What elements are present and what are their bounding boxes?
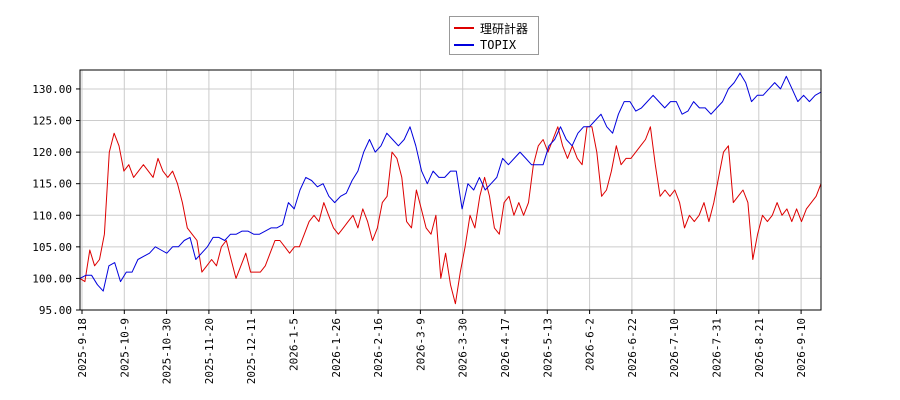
legend-item-topix: TOPIX bbox=[454, 37, 516, 53]
x-tick-label: 2025-11-20 bbox=[203, 318, 216, 384]
grid-lines bbox=[80, 70, 821, 311]
y-axis: 95.00 100.00 105.00 110.00 115.00 120.00 125.0… bbox=[32, 83, 80, 317]
legend-item-riken: 理研計器 bbox=[454, 20, 528, 36]
series-line-riken bbox=[79, 126, 822, 305]
y-tick-label: 100.00 bbox=[32, 272, 72, 285]
legend: 理研計器 TOPIX bbox=[449, 16, 539, 55]
x-tick-label: 2025-10-30 bbox=[161, 318, 174, 384]
legend-label-topix: TOPIX bbox=[480, 38, 517, 52]
y-tick-label: 125.00 bbox=[32, 115, 72, 128]
x-tick-label: 2026-1-5 bbox=[288, 318, 301, 371]
x-tick-label: 2025-9-18 bbox=[76, 318, 89, 378]
y-tick-label: 120.00 bbox=[32, 146, 72, 159]
x-tick-label: 2025-10-9 bbox=[118, 318, 131, 378]
x-tick-label: 2026-4-17 bbox=[499, 318, 512, 378]
x-tick-label: 2026-6-22 bbox=[626, 318, 639, 378]
x-tick-label: 2026-6-2 bbox=[584, 318, 597, 371]
plot-background bbox=[80, 70, 821, 310]
series-layer bbox=[79, 72, 822, 305]
y-tick-label: 105.00 bbox=[32, 241, 72, 254]
x-axis: 2025-9-18 2025-10-9 2025-10-30 2025-11-20 20… bbox=[76, 310, 808, 384]
y-tick-label: 130.00 bbox=[32, 83, 72, 96]
x-tick-label: 2026-3-30 bbox=[457, 318, 470, 378]
y-tick-label: 95.00 bbox=[39, 304, 72, 317]
y-tick-label: 115.00 bbox=[32, 178, 72, 191]
x-tick-label: 2026-1-26 bbox=[330, 318, 343, 378]
x-tick-label: 2026-8-21 bbox=[753, 318, 766, 378]
x-tick-label: 2026-9-10 bbox=[795, 318, 808, 378]
legend-swatch-riken bbox=[454, 27, 474, 29]
x-tick-label: 2026-7-31 bbox=[711, 318, 724, 378]
x-tick-label: 2026-5-13 bbox=[541, 318, 554, 378]
legend-label-riken: 理研計器 bbox=[480, 21, 529, 36]
series-line-topix bbox=[79, 72, 822, 292]
x-tick-label: 2025-12-11 bbox=[245, 318, 258, 384]
x-tick-label: 2026-3-9 bbox=[414, 318, 427, 371]
y-tick-label: 110.00 bbox=[32, 209, 72, 222]
legend-swatch-topix bbox=[454, 44, 474, 46]
x-tick-label: 2026-7-10 bbox=[668, 318, 681, 378]
x-tick-label: 2026-2-16 bbox=[372, 318, 385, 378]
plot-frame bbox=[79, 69, 822, 311]
